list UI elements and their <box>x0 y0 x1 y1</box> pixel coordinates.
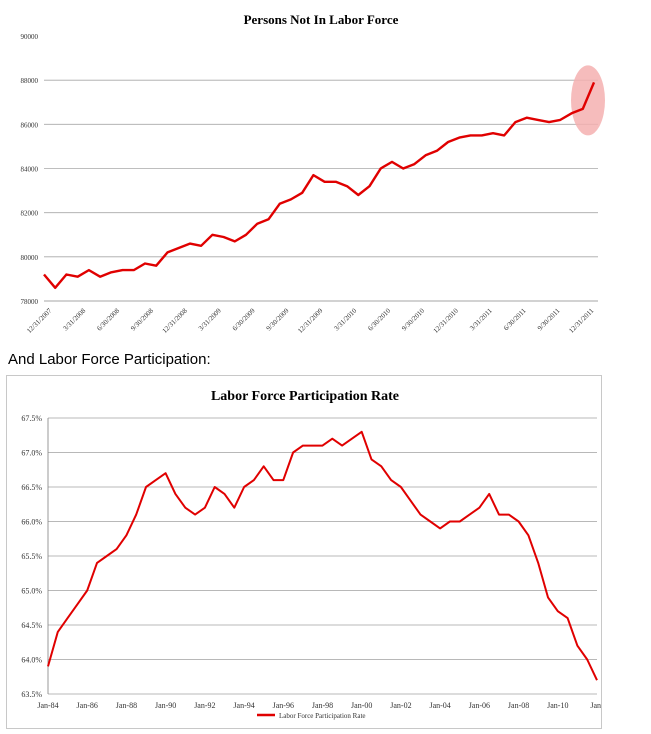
chart2-ytick-label: 64.0% <box>21 656 42 665</box>
chart1-series-line <box>43 81 596 289</box>
chart2-ytick-label: 65.5% <box>21 552 42 561</box>
chart2-xtick-label: Jan-96 <box>273 701 294 710</box>
chart1-xtick-label: 6/30/2010 <box>366 306 392 332</box>
chart1-xtick-label: 3/31/2009 <box>197 306 223 332</box>
chart2-ytick-label: 67.5% <box>21 414 42 423</box>
chart1-ytick-label: 82000 <box>21 210 39 218</box>
chart1-ytick-label: 84000 <box>21 166 39 174</box>
chart2-xtick-label: Jan-98 <box>312 701 333 710</box>
chart2-xtick-label: Jan-84 <box>37 701 58 710</box>
chart2-ytick-label: 66.5% <box>21 483 42 492</box>
chart1-xtick-label: 6/30/2008 <box>95 306 121 332</box>
chart1-svg: Persons Not In Labor Force 90000 88000 8600… <box>21 12 605 335</box>
chart1-xtick-label: 9/30/2008 <box>129 306 155 332</box>
chart1-title: Persons Not In Labor Force <box>244 12 399 27</box>
chart1-xtick-label: 12/31/2011 <box>567 306 595 334</box>
chart1-ytick-label: 86000 <box>21 121 39 129</box>
chart1-xtick-label: 9/30/2011 <box>536 306 562 332</box>
chart1-xtick-label: 12/31/2007 <box>25 306 54 335</box>
chart2-xtick-label: Jan-00 <box>351 701 372 710</box>
chart2-xtick-label: Jan-94 <box>233 701 254 710</box>
chart2-xtick-label: Jan-04 <box>429 701 450 710</box>
chart2-ytick-label: 67.0% <box>21 449 42 458</box>
caption-text: And Labor Force Participation: <box>8 351 211 368</box>
chart1-xtick-label: 12/31/2010 <box>432 306 461 335</box>
chart1-ytick-label: 88000 <box>21 77 39 85</box>
chart2-title: Labor Force Participation Rate <box>211 389 399 404</box>
chart1-xtick-label: 9/30/2010 <box>400 306 426 332</box>
chart1-xtick-label: 12/31/2009 <box>296 306 325 335</box>
chart1-xtick-label: 3/31/2010 <box>333 306 359 332</box>
chart2-xtick-label: Jan-88 <box>116 701 137 710</box>
chart1-xtick-label: 9/30/2009 <box>265 306 291 332</box>
chart1-xtick-label: 3/31/2008 <box>62 306 88 332</box>
labor-force-participation-chart: Labor Force Participation Rate 67.5% 67.0%… <box>6 375 604 729</box>
chart1-xtick-label: 6/30/2009 <box>231 306 257 332</box>
chart2-xtick-label: Jan-92 <box>194 701 215 710</box>
chart2-ytick-label: 66.0% <box>21 518 42 527</box>
chart2-xtick-label: Jan-86 <box>77 701 98 710</box>
chart1-ytick-label: 90000 <box>21 33 39 41</box>
chart1-xtick-label: 3/31/2011 <box>468 306 494 332</box>
chart1-xtick-label: 12/31/2008 <box>161 306 190 335</box>
chart2-ytick-label: 64.5% <box>21 621 42 630</box>
chart2-xtick-label: Jan-08 <box>508 701 529 710</box>
chart2-legend-label: Labor Force Participation Rate <box>279 712 366 720</box>
chart2-xtick-label: Jan- <box>590 701 601 710</box>
chart1-xtick-label: 6/30/2011 <box>502 306 528 332</box>
chart2-svg: Labor Force Participation Rate 67.5% 67.0%… <box>21 389 604 720</box>
persons-not-in-labor-force-chart: Persons Not In Labor Force 90000 88000 8600… <box>0 0 620 346</box>
chart1-ytick-label: 78000 <box>21 298 39 306</box>
chart2-xtick-label: Jan-02 <box>390 701 411 710</box>
chart1-ytick-label: 80000 <box>21 254 39 262</box>
chart2-ytick-label: 63.5% <box>21 690 42 699</box>
chart2-xtick-label: Jan-10 <box>547 701 568 710</box>
chart1-highlight-ellipse <box>571 65 605 136</box>
chart2-series-line <box>47 430 598 681</box>
chart2-ytick-label: 65.0% <box>21 587 42 596</box>
chart2-xtick-label: Jan-06 <box>469 701 490 710</box>
chart2-xtick-label: Jan-90 <box>155 701 176 710</box>
